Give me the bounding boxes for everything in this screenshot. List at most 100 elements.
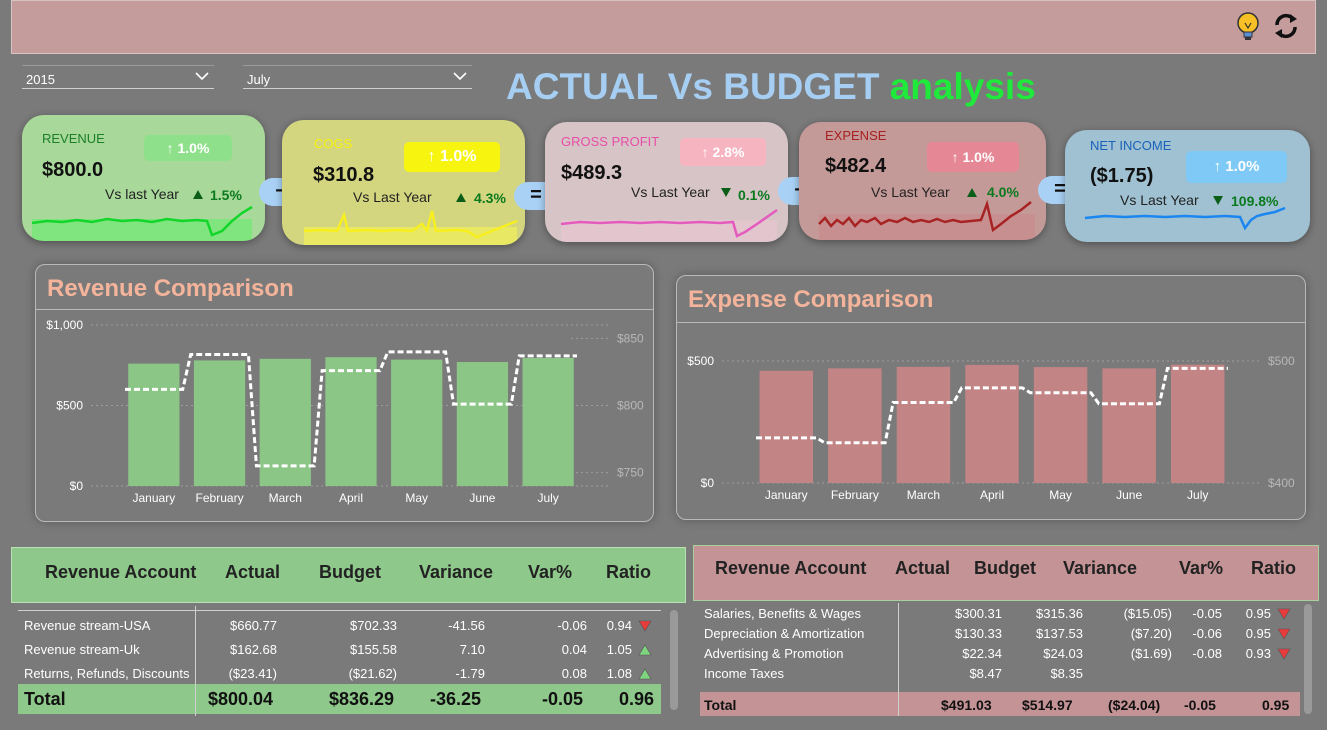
- cell-budget: ($21.62): [348, 666, 397, 681]
- kpi-card-cogs[interactable]: COGS ↑ 1.0% $310.8 Vs Last Year 4.3%: [282, 120, 525, 245]
- total-actual: $491.03: [941, 697, 992, 713]
- red-down-triangle-icon: [1277, 608, 1291, 620]
- bar-june: [456, 362, 509, 486]
- cell-budget: $702.33: [350, 618, 397, 633]
- kpi-card-gross-profit[interactable]: GROSS PROFIT ↑ 2.8% $489.3 Vs Last Year …: [545, 122, 788, 242]
- refresh-icon[interactable]: [1270, 9, 1302, 43]
- expense-table-header: [693, 545, 1319, 601]
- cell-actual: $162.68: [230, 642, 277, 657]
- cell-actual: $660.77: [230, 618, 277, 633]
- cell-budget: $137.53: [1036, 626, 1083, 641]
- year-value: 2015: [26, 72, 55, 87]
- y-tick-label: $500: [687, 354, 714, 368]
- kpi-label: EXPENSE: [825, 128, 887, 143]
- y-tick-label: $0: [701, 476, 715, 490]
- col-header[interactable]: Revenue Account: [715, 558, 867, 578]
- expense-chart-title: Expense Comparison: [688, 286, 934, 313]
- col-header[interactable]: Actual: [895, 558, 951, 578]
- kpi-badge: ↑ 1.0%: [927, 142, 1019, 172]
- kpi-vs-label: Vs last Year: [105, 186, 179, 202]
- col-header[interactable]: Var%: [528, 562, 573, 582]
- bar-march: [896, 366, 951, 483]
- x-tick-label: June: [1116, 488, 1142, 502]
- y2-tick-label: $850: [617, 331, 644, 345]
- divider: [898, 603, 899, 716]
- total-varpct: -0.05: [542, 689, 584, 709]
- divider: [36, 309, 653, 310]
- col-header[interactable]: Var%: [1179, 558, 1224, 578]
- total-label: Total: [704, 697, 737, 713]
- cell-account: Depreciation & Amortization: [704, 626, 865, 641]
- lightbulb-icon[interactable]: [1232, 9, 1264, 43]
- y-tick-label: $500: [56, 399, 83, 413]
- total-varpct: -0.05: [1184, 697, 1216, 713]
- bar-april: [965, 364, 1019, 483]
- cell-varpct: -0.08: [1192, 646, 1222, 661]
- kpi-vs-label: Vs Last Year: [1120, 192, 1199, 208]
- down-arrow-icon: [1213, 196, 1223, 205]
- divider: [18, 610, 661, 611]
- col-header[interactable]: Ratio: [1251, 558, 1296, 578]
- cell-actual: $8.47: [969, 666, 1002, 681]
- col-header[interactable]: Revenue Account: [45, 562, 197, 582]
- cell-budget: $315.36: [1036, 606, 1083, 621]
- col-header[interactable]: Variance: [419, 562, 494, 582]
- kpi-card-expense[interactable]: EXPENSE ↑ 1.0% $482.4 Vs Last Year 4.0%: [799, 122, 1046, 240]
- x-tick-label: July: [537, 491, 558, 505]
- cell-account: Advertising & Promotion: [704, 646, 844, 661]
- cell-varpct: -0.05: [1192, 606, 1222, 621]
- bar-january: [128, 363, 180, 486]
- expense-chart: $0 $500 $400 $500 January February March April M…: [687, 354, 1295, 502]
- cell-account: Salaries, Benefits & Wages: [704, 606, 862, 621]
- chevron-down-icon: [195, 72, 209, 81]
- total-actual: $800.04: [208, 689, 274, 709]
- kpi-value: $489.3: [561, 162, 623, 184]
- kpi-badge: ↑ 1.0%: [1186, 151, 1287, 183]
- col-header[interactable]: Budget: [319, 562, 381, 582]
- y2-tick-label: $750: [617, 466, 644, 480]
- gross-profit-sparkline: [560, 208, 778, 242]
- expense-comparison-panel: Expense Comparison $0 $500 $400 $500 January…: [676, 275, 1306, 520]
- col-header[interactable]: Ratio: [606, 562, 651, 582]
- bar-july: [522, 358, 574, 486]
- kpi-badge: ↑ 2.8%: [680, 138, 766, 166]
- kpi-vs-pct: 1.5%: [210, 187, 242, 203]
- col-header[interactable]: Budget: [974, 558, 1036, 578]
- y-tick-label: $1,000: [46, 318, 83, 332]
- x-tick-label: May: [405, 491, 428, 505]
- cell-actual: ($23.41): [228, 666, 277, 681]
- kpi-card-revenue[interactable]: REVENUE ↑ 1.0% $800.0 Vs last Year 1.5%: [22, 115, 265, 241]
- kpi-value: ($1.75): [1090, 165, 1154, 187]
- bar-april: [325, 357, 377, 486]
- revenue-table-scrollbar[interactable]: [670, 610, 678, 710]
- col-header[interactable]: Actual: [225, 562, 281, 582]
- cell-variance: 7.10: [459, 642, 485, 657]
- up-arrow-icon: [456, 193, 466, 202]
- kpi-value: $800.0: [42, 159, 104, 181]
- x-tick-label: February: [831, 488, 879, 502]
- cell-account: Revenue stream-Uk: [24, 642, 140, 657]
- cell-account: Returns, Refunds, Discounts: [24, 666, 190, 681]
- total-budget: $836.29: [329, 689, 395, 709]
- total-ratio: 0.95: [1262, 697, 1290, 713]
- down-arrow-icon: [721, 188, 731, 197]
- cell-ratio: 1.05: [606, 642, 632, 657]
- cell-actual: $300.31: [955, 606, 1002, 621]
- kpi-card-net-income[interactable]: NET INCOME ↑ 1.0% ($1.75) Vs Last Year 1…: [1065, 130, 1310, 242]
- month-dropdown[interactable]: July: [243, 65, 472, 89]
- x-tick-label: February: [196, 491, 244, 505]
- cell-ratio: 0.95: [1245, 626, 1271, 641]
- bar-may: [391, 359, 443, 486]
- expense-total-row: [700, 692, 1300, 716]
- page-title: ACTUAL Vs BUDGET analysis: [506, 66, 1036, 108]
- cell-variance: ($7.20): [1130, 626, 1172, 641]
- bar-may: [1033, 367, 1088, 483]
- chevron-down-icon: [453, 72, 467, 81]
- col-header[interactable]: Variance: [1063, 558, 1138, 578]
- cell-account: Income Taxes: [704, 666, 784, 681]
- x-tick-label: April: [980, 488, 1004, 502]
- kpi-vs-label: Vs Last Year: [631, 184, 710, 200]
- expense-table-scrollbar[interactable]: [1304, 604, 1312, 714]
- year-dropdown[interactable]: 2015: [22, 65, 214, 89]
- kpi-label: COGS: [314, 136, 353, 151]
